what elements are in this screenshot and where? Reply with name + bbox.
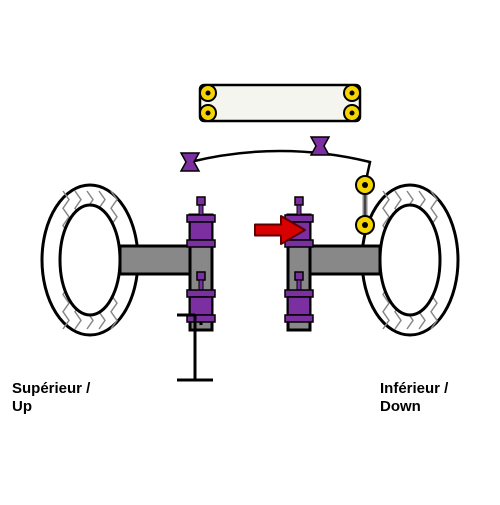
right-label-line2: Down [380,398,421,415]
left-label-line1: Supérieur / [12,380,90,397]
left-label-line2: Up [12,398,32,415]
diagram-svg [0,0,500,500]
right-label-line1: Inférieur / [380,380,448,397]
suspension-diagram: Supérieur / Up Inférieur / Down [0,0,500,500]
